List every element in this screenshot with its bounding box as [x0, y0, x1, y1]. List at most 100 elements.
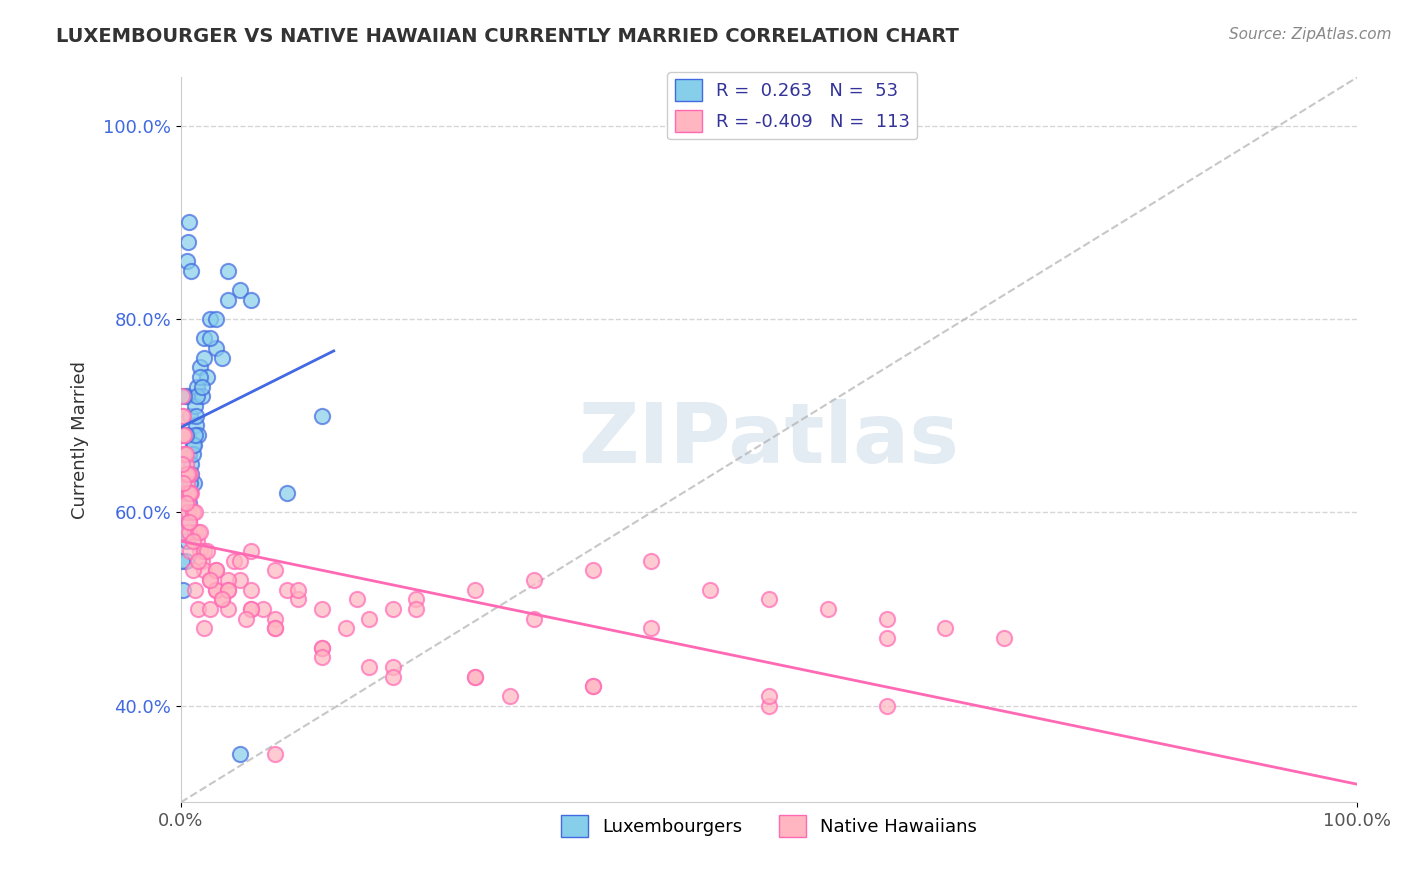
- Point: [311, 409, 333, 423]
- Point: [287, 582, 309, 597]
- Point: [181, 505, 204, 519]
- Point: [172, 486, 194, 500]
- Point: [205, 582, 228, 597]
- Point: [186, 409, 208, 423]
- Point: [357, 660, 380, 674]
- Point: [934, 621, 956, 635]
- Point: [186, 389, 208, 403]
- Point: [179, 409, 201, 423]
- Point: [177, 215, 200, 229]
- Point: [200, 602, 222, 616]
- Point: [699, 582, 721, 597]
- Point: [180, 264, 202, 278]
- Point: [179, 476, 201, 491]
- Point: [177, 467, 200, 481]
- Point: [177, 447, 200, 461]
- Point: [205, 582, 228, 597]
- Text: LUXEMBOURGER VS NATIVE HAWAIIAN CURRENTLY MARRIED CORRELATION CHART: LUXEMBOURGER VS NATIVE HAWAIIAN CURRENTL…: [56, 27, 959, 45]
- Point: [173, 428, 195, 442]
- Point: [876, 612, 898, 626]
- Point: [240, 602, 263, 616]
- Point: [240, 602, 263, 616]
- Point: [581, 563, 603, 577]
- Point: [228, 573, 250, 587]
- Text: Source: ZipAtlas.com: Source: ZipAtlas.com: [1229, 27, 1392, 42]
- Point: [264, 621, 287, 635]
- Point: [228, 554, 250, 568]
- Point: [200, 573, 222, 587]
- Point: [184, 524, 207, 539]
- Point: [381, 602, 404, 616]
- Point: [817, 602, 839, 616]
- Text: ZIPatlas: ZIPatlas: [578, 400, 959, 481]
- Point: [170, 457, 193, 471]
- Point: [346, 592, 368, 607]
- Point: [174, 447, 197, 461]
- Point: [222, 554, 245, 568]
- Point: [335, 621, 357, 635]
- Point: [188, 360, 211, 375]
- Point: [181, 563, 204, 577]
- Point: [758, 592, 780, 607]
- Point: [405, 592, 427, 607]
- Point: [405, 602, 427, 616]
- Point: [876, 698, 898, 713]
- Point: [181, 534, 204, 549]
- Point: [180, 457, 202, 471]
- Point: [174, 428, 197, 442]
- Point: [181, 438, 204, 452]
- Point: [184, 582, 207, 597]
- Point: [176, 389, 198, 403]
- Point: [181, 505, 204, 519]
- Point: [311, 650, 333, 665]
- Point: [181, 447, 204, 461]
- Point: [170, 554, 193, 568]
- Point: [177, 496, 200, 510]
- Point: [173, 447, 195, 461]
- Point: [187, 524, 209, 539]
- Y-axis label: Currently Married: Currently Married: [72, 361, 89, 519]
- Point: [217, 582, 239, 597]
- Point: [217, 602, 239, 616]
- Point: [177, 515, 200, 529]
- Point: [276, 582, 298, 597]
- Point: [174, 554, 197, 568]
- Point: [195, 544, 218, 558]
- Point: [311, 640, 333, 655]
- Point: [180, 486, 202, 500]
- Point: [523, 612, 546, 626]
- Point: [186, 534, 208, 549]
- Point: [217, 582, 239, 597]
- Point: [205, 563, 228, 577]
- Point: [174, 467, 197, 481]
- Point: [581, 679, 603, 693]
- Point: [184, 399, 207, 413]
- Point: [200, 331, 222, 345]
- Point: [176, 486, 198, 500]
- Point: [228, 283, 250, 297]
- Point: [205, 563, 228, 577]
- Point: [193, 331, 215, 345]
- Point: [276, 486, 298, 500]
- Point: [464, 670, 486, 684]
- Point: [252, 602, 274, 616]
- Point: [173, 505, 195, 519]
- Point: [235, 612, 257, 626]
- Point: [287, 592, 309, 607]
- Point: [191, 389, 214, 403]
- Point: [170, 389, 193, 403]
- Point: [172, 476, 194, 491]
- Point: [173, 505, 195, 519]
- Point: [170, 409, 193, 423]
- Point: [176, 534, 198, 549]
- Point: [174, 496, 197, 510]
- Point: [876, 631, 898, 645]
- Point: [170, 486, 193, 500]
- Point: [177, 428, 200, 442]
- Point: [264, 612, 287, 626]
- Point: [184, 505, 207, 519]
- Point: [217, 264, 239, 278]
- Point: [640, 621, 662, 635]
- Point: [240, 582, 263, 597]
- Point: [240, 293, 263, 307]
